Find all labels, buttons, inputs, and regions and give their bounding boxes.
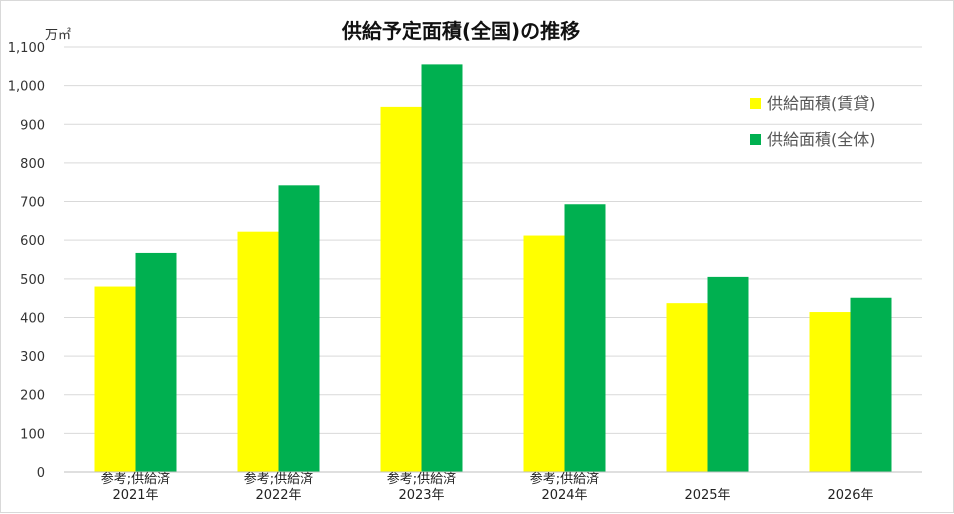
bar-rental-1 — [237, 231, 279, 472]
y-tick-label: 400 — [20, 311, 45, 326]
category-label: 2026年 — [827, 488, 873, 503]
category-label: 2023年 — [398, 488, 444, 503]
bar-total-0 — [135, 252, 177, 472]
y-axis-unit: 万㎡ — [45, 28, 71, 43]
category-label: 2024年 — [541, 488, 587, 503]
category-note: 参考;供給済 — [530, 471, 599, 487]
y-tick-label: 0 — [37, 466, 45, 481]
y-tick-label: 800 — [20, 157, 45, 172]
bar-total-1 — [278, 185, 320, 472]
category-note: 参考;供給済 — [387, 471, 456, 487]
category-note: 参考;供給済 — [244, 471, 313, 487]
legend: 供給面積(賃貸) 供給面積(全体) — [750, 94, 876, 149]
y-tick-label: 100 — [20, 427, 45, 442]
bar-rental-4 — [666, 303, 708, 472]
bar-total-4 — [707, 276, 749, 472]
y-tick-label: 300 — [20, 350, 45, 365]
y-axis-tick-labels: 0 100 200 300 400 500 600 700 800 900 1,000 1,100 — [8, 41, 45, 481]
legend-swatch — [750, 134, 761, 145]
bar-total-3 — [564, 204, 606, 472]
category-label: 2021年 — [112, 488, 158, 503]
bar-rental-2 — [380, 106, 422, 473]
y-tick-label: 600 — [20, 234, 45, 249]
y-tick-label: 900 — [20, 118, 45, 133]
category-label: 2022年 — [255, 488, 301, 503]
y-tick-label: 1,000 — [8, 80, 45, 95]
legend-swatch — [750, 98, 761, 109]
bar-total-2 — [421, 64, 463, 473]
y-tick-label: 200 — [20, 389, 45, 404]
y-tick-label: 1,100 — [8, 41, 45, 56]
bar-rental-0 — [94, 286, 136, 472]
bar-rental-3 — [523, 235, 565, 472]
y-tick-label: 700 — [20, 196, 45, 211]
bar-total-5 — [850, 297, 892, 472]
y-tick-label: 500 — [20, 273, 45, 288]
grid-lines — [64, 46, 922, 434]
x-axis-category-labels: 参考;供給済2021年参考;供給済2022年参考;供給済2023年参考;供給済2… — [101, 471, 874, 503]
category-note: 参考;供給済 — [101, 471, 170, 487]
bars — [94, 64, 892, 473]
legend-label: 供給面積(全体) — [767, 130, 876, 149]
category-label: 2025年 — [684, 488, 730, 503]
bar-rental-5 — [809, 312, 851, 472]
chart-title: 供給予定面積(全国)の推移 — [341, 19, 580, 43]
legend-label: 供給面積(賃貸) — [767, 94, 876, 113]
